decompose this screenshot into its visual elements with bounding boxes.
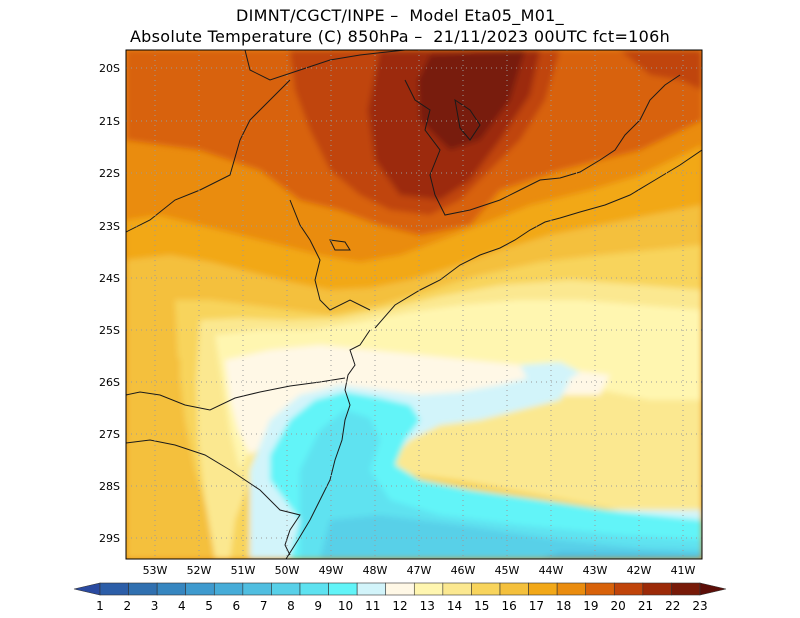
chart-title-line-2: Absolute Temperature (C) 850hPa – 21/11/… [129,27,671,46]
lat-label: 26S [99,376,120,389]
colorbar-swatch [213,582,244,596]
lon-label: 52W [187,564,212,577]
colorbar-tick-label: 10 [338,599,353,613]
colorbar-tick-label: 6 [233,599,241,613]
lat-label: 29S [99,532,120,545]
colorbar-tick-label: 7 [260,599,268,613]
colorbar-tick-label: 8 [287,599,295,613]
colorbar-swatch [499,582,529,596]
temperature-field [126,50,702,559]
colorbar-tick-label: 21 [638,599,653,613]
colorbar-tick-label: 22 [665,599,680,613]
colorbar-swatch [156,582,187,596]
lat-label: 22S [99,167,120,180]
colorbar-tick-label: 15 [474,599,489,613]
colorbar-tick-label: 16 [501,599,516,613]
lon-label: 44W [539,564,564,577]
chart-title-line-1: DIMNT/CGCT/INPE – Model Eta05_M01_ [236,6,564,25]
colorbar-tick-label: 19 [583,599,598,613]
colorbar-tick-label: 14 [447,599,462,613]
colorbar-swatch [271,582,301,596]
colorbar-swatch [442,582,472,596]
colorbar-swatch [556,582,587,596]
plot-frame [125,49,703,560]
lon-label: 53W [143,564,168,577]
lon-label: 42W [627,564,652,577]
colorbar-swatch [242,582,272,596]
colorbar-swatch [413,582,444,596]
colorbar-tick-label: 17 [529,599,544,613]
lat-label: 28S [99,480,120,493]
latitude-axis: 20S 21S 22S 23S 24S 25S 26S 27S 28S 29S [99,62,120,545]
colorbar-tick-label: 5 [205,599,213,613]
lat-label: 25S [99,324,120,337]
lon-label: 41W [671,564,696,577]
lon-label: 51W [231,564,256,577]
lat-label: 23S [99,220,120,233]
colorbar-swatch [385,582,415,596]
colorbar-swatch [128,582,158,596]
colorbar-swatch [471,582,501,596]
lat-label: 27S [99,428,120,441]
colorbar-tick-label: 4 [178,599,186,613]
colorbar-arrow-high [699,582,727,596]
lat-label: 24S [99,272,120,285]
colorbar-tick-label: 12 [392,599,407,613]
colorbar-tick-label: 13 [420,599,435,613]
colorbar-swatch [299,582,329,596]
lon-label: 43W [583,564,608,577]
colorbar-tick-label: 20 [611,599,626,613]
colorbar-swatch [185,582,215,596]
lon-label: 50W [275,564,300,577]
lat-label: 20S [99,62,120,75]
colorbar-swatch [671,582,701,596]
colorbar-swatch [528,582,558,596]
lon-label: 46W [451,564,476,577]
colorbar-swatch [99,582,129,596]
colorbar-tick-label: 2 [123,599,131,613]
colorbar-swatch [356,582,387,596]
colorbar-tick-label: 18 [556,599,571,613]
lon-label: 49W [319,564,344,577]
colorbar-tick-label: 9 [314,599,322,613]
colorbar-tick-label: 1 [96,599,104,613]
colorbar-swatch [328,582,358,596]
colorbar-tick-label: 11 [365,599,380,613]
lat-label: 21S [99,115,120,128]
colorbar-swatch [613,582,644,596]
colorbar-tick-label: 23 [692,599,707,613]
lon-label: 47W [407,564,432,577]
graticule-grid [126,50,702,559]
colorbar-arrow-low [73,582,101,596]
lon-label: 45W [495,564,520,577]
colorbar: 1 2 3 4 5 6 7 8 9 10 11 12 13 14 15 16 17 18 19 20 21 22 23 [73,582,727,613]
lon-label: 48W [363,564,388,577]
colorbar-tick-label: 3 [151,599,159,613]
longitude-axis: 53W 52W 51W 50W 49W 48W 47W 46W 45W 44W … [143,564,696,577]
colorbar-swatch [585,582,615,596]
coastline-borders [126,50,702,559]
colorbar-swatch [642,582,672,596]
